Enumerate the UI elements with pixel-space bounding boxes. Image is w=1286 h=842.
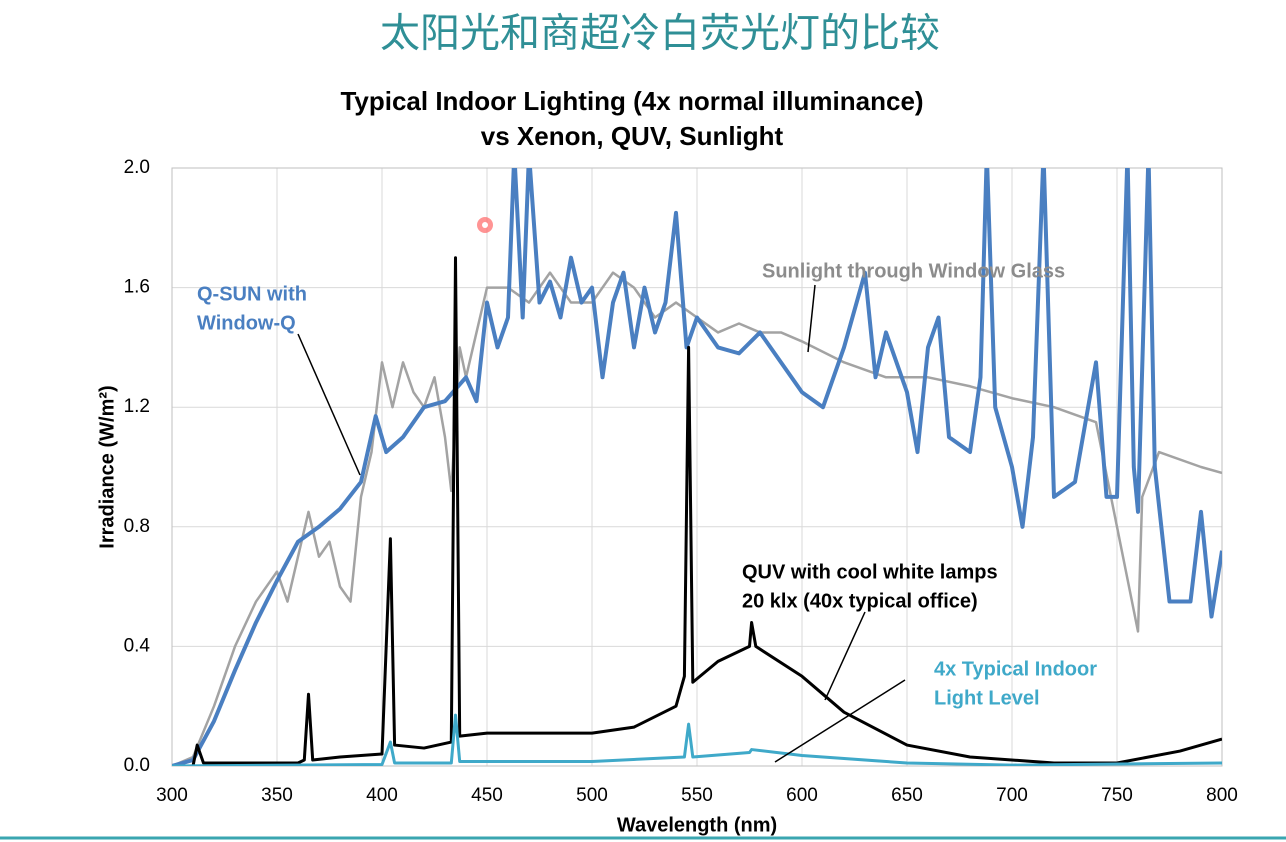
x-tick-label: 800: [1206, 785, 1238, 806]
x-tick-label: 600: [786, 785, 818, 806]
x-tick-label: 350: [261, 785, 293, 806]
series-line: [172, 256, 1222, 766]
x-tick-label: 700: [996, 785, 1028, 806]
cursor-center: [482, 222, 488, 228]
x-tick-label: 750: [1101, 785, 1133, 806]
series-line: [172, 713, 1222, 766]
series-annotation: Q-SUN with: [197, 283, 307, 305]
series-annotation: Window-Q: [197, 312, 296, 334]
series-annotation: Light Level: [934, 687, 1040, 709]
y-tick-label: 0.0: [124, 755, 150, 776]
x-tick-label: 400: [366, 785, 398, 806]
slide-title: 太阳光和商超冷白荧光灯的比较: [380, 12, 940, 56]
annotation-arrow: [807, 284, 816, 353]
y-tick-label: 2.0: [124, 157, 150, 178]
x-tick-label: 650: [891, 785, 923, 806]
series-line: [172, 168, 1222, 766]
y-tick-label: 0.8: [124, 516, 150, 537]
series-annotation: 4x Typical Indoor: [934, 658, 1097, 680]
chart-title: vs Xenon, QUV, Sunlight: [481, 121, 784, 151]
plot-frame: [171, 167, 1223, 767]
chart-title: Typical Indoor Lighting (4x normal illum…: [340, 86, 923, 116]
annotation-arrow: [774, 679, 906, 763]
annotation-arrow: [824, 611, 866, 701]
y-axis-label: Irradiance (W/m²): [96, 385, 118, 548]
series-annotation: QUV with cool white lamps: [742, 561, 998, 583]
series-annotation: Sunlight through Window Glass: [762, 260, 1065, 282]
x-tick-label: 550: [681, 785, 713, 806]
x-tick-label: 300: [156, 785, 188, 806]
x-axis-label: Wavelength (nm): [617, 814, 777, 836]
x-tick-label: 500: [576, 785, 608, 806]
y-tick-label: 0.4: [124, 635, 151, 656]
annotation-arrow: [297, 333, 361, 476]
series-line: [172, 271, 1222, 766]
x-tick-label: 450: [471, 785, 503, 806]
y-tick-label: 1.2: [124, 396, 150, 417]
series-annotation: 20 klx (40x typical office): [742, 590, 978, 612]
y-tick-label: 1.6: [124, 277, 150, 298]
